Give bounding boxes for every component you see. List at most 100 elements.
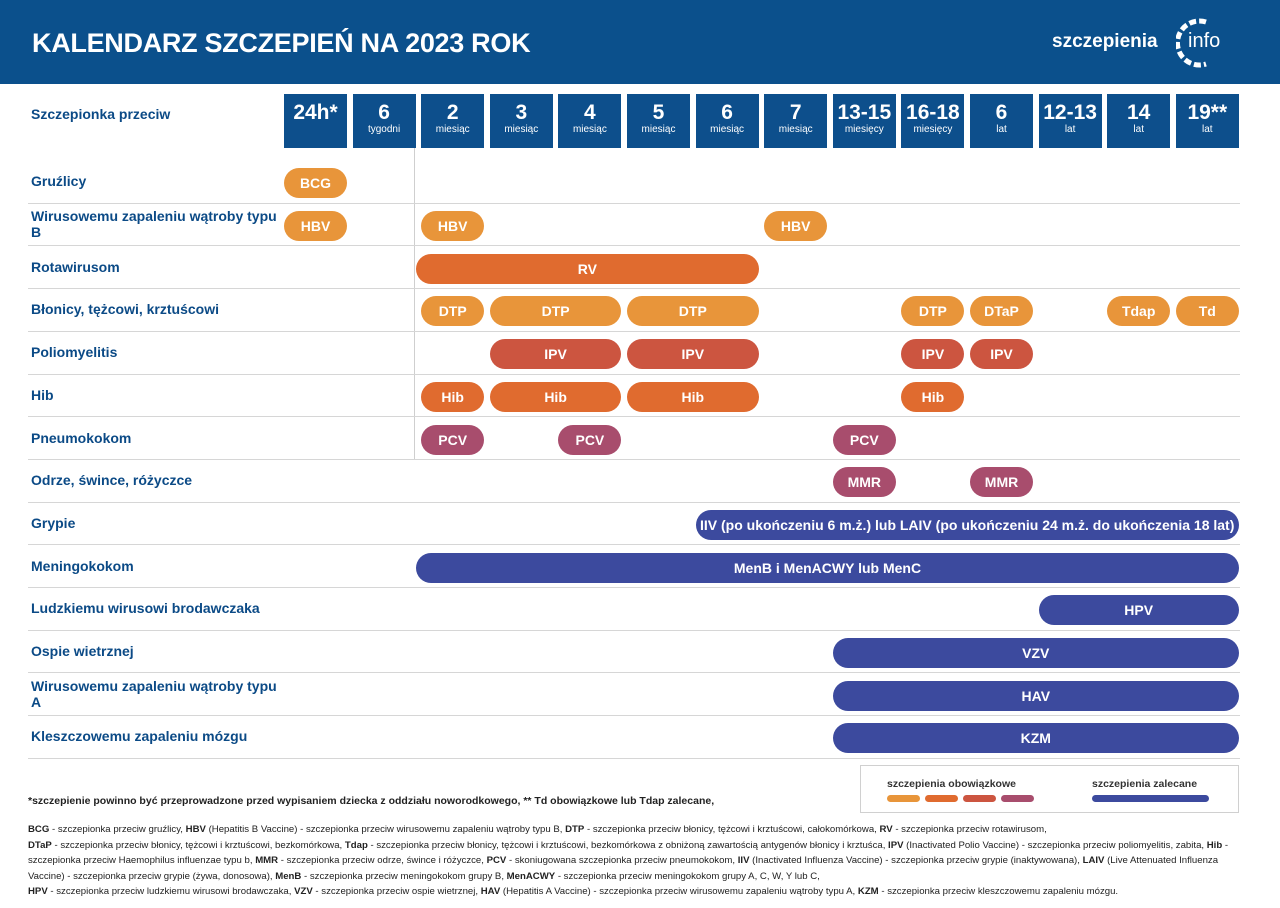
column-age: 14 bbox=[1127, 101, 1151, 124]
glossary-term: DTP bbox=[565, 824, 585, 835]
row-label: Poliomyelitis bbox=[31, 344, 118, 361]
row-separator bbox=[28, 288, 1240, 290]
column-age: 4 bbox=[584, 101, 596, 124]
column-age: 24h* bbox=[293, 101, 338, 124]
row-label: Grypie bbox=[31, 514, 76, 531]
vaccine-pill: IPV bbox=[901, 339, 965, 370]
column-age: 19** bbox=[1187, 101, 1228, 124]
legend-swatch-orange bbox=[925, 795, 958, 802]
row-label: Wirusowemu zapaleniu wątroby typu A bbox=[31, 677, 277, 710]
column-header: 24h* bbox=[284, 94, 347, 148]
vaccine-pill: DTaP bbox=[970, 296, 1033, 327]
vaccine-pill: IIV (po ukończeniu 6 m.ż.) lub LAIV (po … bbox=[695, 509, 1239, 540]
vaccine-pill: Hib bbox=[489, 381, 622, 412]
page-title: KALENDARZ SZCZEPIEŃ NA 2023 ROK bbox=[32, 28, 531, 58]
vaccine-pill: Hib bbox=[901, 381, 965, 412]
glossary-term: HAV bbox=[480, 886, 501, 897]
row-label: Odrze, śwince, różyczce bbox=[31, 472, 193, 489]
vaccine-pill: PCV bbox=[832, 424, 896, 455]
column-header: 2 miesiąc bbox=[421, 94, 485, 148]
row-separator bbox=[28, 672, 1240, 674]
column-header: 14 lat bbox=[1107, 94, 1171, 148]
vaccine-pill: RV bbox=[416, 253, 759, 284]
vaccine-pill: IPV bbox=[970, 339, 1033, 370]
vaccine-pill: IPV bbox=[627, 339, 759, 370]
row-separator bbox=[28, 202, 1240, 204]
footnote: *szczepienie powinno być przeprowadzone … bbox=[28, 795, 715, 807]
column-unit: miesiąc bbox=[778, 124, 813, 135]
glossary-term: Tdap bbox=[344, 839, 368, 851]
glossary-term: RV bbox=[879, 824, 893, 835]
row-separator bbox=[28, 416, 1240, 418]
glossary-term: IIV bbox=[737, 855, 750, 866]
column-unit: miesiąc bbox=[641, 124, 676, 135]
vaccine-pill: MenB i MenACWY lub MenC bbox=[416, 552, 1239, 583]
row-label: Hib bbox=[31, 386, 54, 403]
vaccine-pill: BCG bbox=[284, 168, 347, 199]
legend-swatch-orange-light bbox=[887, 795, 920, 802]
logo-ring-icon bbox=[1176, 18, 1207, 68]
row-separator bbox=[28, 587, 1240, 588]
column-header: 3 miesiąc bbox=[489, 94, 553, 148]
vaccine-pill: KZM bbox=[832, 723, 1239, 754]
column-unit: miesiąc bbox=[435, 124, 470, 135]
column-age: 7 bbox=[789, 101, 802, 124]
glossary-desc: (Inactivated Influenza Vaccine) - szczep… bbox=[749, 855, 1083, 866]
vaccine-pill: Hib bbox=[627, 381, 759, 412]
vaccine-pill: IPV bbox=[489, 339, 622, 370]
legend: szczepienia obowiązkowe szczepienia zale… bbox=[860, 765, 1239, 813]
column-unit: miesięcy bbox=[844, 124, 884, 135]
glossary-desc: (Hepatitis A Vaccine) - szczepionka prze… bbox=[500, 886, 858, 897]
glossary: BCG - szczepionka przeciw gruźlicy, HBV … bbox=[28, 822, 1244, 900]
glossary-desc: - szczepionka przeciw błonicy, tężcowi i… bbox=[584, 824, 880, 835]
vaccine-pill: DTP bbox=[489, 296, 622, 327]
column-age: 6 bbox=[721, 101, 733, 124]
column-header: 12-13 lat bbox=[1038, 94, 1102, 148]
legend-swatch-red bbox=[963, 795, 996, 802]
glossary-desc: (Live Attenuated Influenza Vaccine) - sz… bbox=[28, 855, 1219, 882]
glossary-term: Hib bbox=[1206, 839, 1223, 851]
column-age: 6 bbox=[995, 101, 1008, 124]
vaccine-pill: HAV bbox=[832, 680, 1239, 711]
glossary-desc: - szczepionka przeciw kleszczowemu zapal… bbox=[878, 886, 1119, 897]
vaccine-pill: PCV bbox=[558, 424, 622, 455]
glossary-term: PCV bbox=[486, 855, 507, 866]
row-label: Ludzkiemu wirusowi brodawczaka bbox=[31, 600, 260, 617]
glossary-desc: - szczepionka przeciw błonicy, tężcowi i… bbox=[51, 839, 345, 851]
column-header: 6 lat bbox=[970, 94, 1033, 148]
glossary-desc: - szczepionka przeciw meningokokom grupy… bbox=[555, 870, 820, 882]
vaccine-pill: HBV bbox=[421, 211, 485, 242]
column-unit: tygodni bbox=[367, 124, 401, 135]
column-header: 6 miesiąc bbox=[695, 94, 759, 148]
logo-suffix: info bbox=[1188, 30, 1221, 52]
column-unit: miesięcy bbox=[913, 124, 953, 135]
row-separator bbox=[28, 458, 1240, 460]
glossary-term: IPV bbox=[888, 839, 904, 851]
column-unit: lat bbox=[1133, 124, 1144, 135]
glossary-term: KZM bbox=[857, 886, 879, 897]
header-banner: KALENDARZ SZCZEPIEŃ NA 2023 ROK szczepie… bbox=[0, 0, 1280, 84]
column-age: 2 bbox=[446, 101, 459, 124]
glossary-term: MenACWY bbox=[506, 870, 556, 882]
glossary-term: MenB bbox=[275, 870, 302, 882]
glossary-desc: - szczepionka przeciw błonicy, tężcowi i… bbox=[367, 839, 889, 851]
row-separator bbox=[28, 544, 1240, 546]
glossary-term: HBV bbox=[185, 824, 206, 835]
vaccine-pill: MMR bbox=[832, 467, 896, 498]
row-label: Rotawirusom bbox=[31, 258, 120, 275]
glossary-term: BCG bbox=[28, 824, 50, 835]
column-unit: lat bbox=[1064, 124, 1076, 135]
row-label: Kleszczowemu zapaleniu mózgu bbox=[31, 728, 248, 745]
row-separator bbox=[28, 629, 1240, 631]
column-header: 16-18 miesięcy bbox=[901, 94, 965, 148]
glossary-desc: - szczepionka przeciw gruźlicy, bbox=[49, 824, 186, 835]
row-label: Pneumokokom bbox=[31, 429, 132, 446]
column-age: 6 bbox=[378, 101, 390, 124]
row-separator bbox=[28, 373, 1240, 375]
glossary-term: DTaP bbox=[28, 839, 52, 851]
column-header: 7 miesiąc bbox=[764, 94, 828, 148]
glossary-desc: - szczepionka przeciw ospie wietrznej, bbox=[312, 886, 481, 897]
column-age: 12-13 bbox=[1043, 101, 1097, 124]
vaccine-pill: DTP bbox=[421, 296, 485, 327]
vaccine-pill: DTP bbox=[901, 296, 965, 327]
